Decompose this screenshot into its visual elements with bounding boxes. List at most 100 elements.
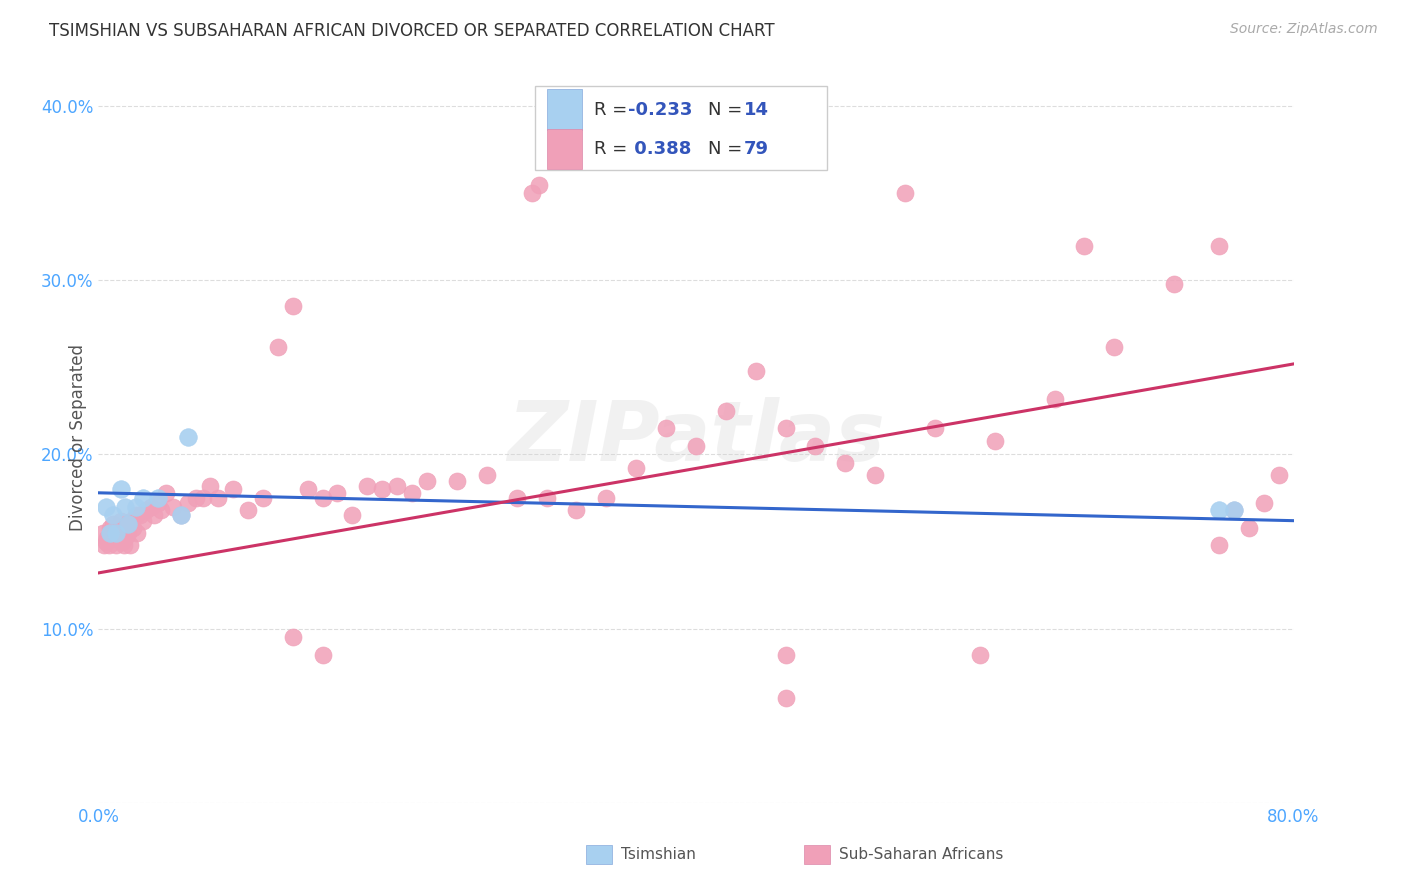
Point — [311, 491, 333, 505]
Point — [924, 421, 946, 435]
Point — [121, 521, 143, 535]
Point — [96, 531, 118, 545]
Point — [110, 514, 132, 528]
Point — [169, 508, 191, 523]
Point — [626, 461, 648, 475]
Point — [115, 517, 138, 532]
Point — [177, 496, 200, 510]
Text: N =: N = — [709, 140, 748, 158]
Point — [104, 531, 127, 545]
Point — [191, 491, 214, 505]
Point — [1104, 339, 1126, 353]
Point — [169, 508, 191, 523]
Point — [94, 534, 117, 549]
Point — [132, 491, 155, 505]
Point — [118, 538, 141, 552]
Point — [1043, 392, 1066, 406]
Text: -0.233: -0.233 — [628, 101, 692, 119]
Point — [110, 483, 132, 497]
Point — [775, 691, 797, 706]
Point — [1073, 238, 1095, 252]
Point — [520, 186, 543, 201]
Point — [356, 479, 378, 493]
Point — [385, 479, 409, 493]
Point — [162, 500, 184, 514]
Point — [267, 339, 290, 353]
Point — [129, 508, 152, 523]
Point — [655, 117, 678, 131]
Text: 14: 14 — [744, 101, 769, 119]
Point — [98, 531, 122, 545]
Point — [506, 491, 529, 505]
Point — [117, 517, 139, 532]
Point — [745, 364, 768, 378]
Point — [297, 483, 319, 497]
Point — [177, 430, 200, 444]
Bar — [547, 89, 582, 129]
Point — [834, 456, 856, 470]
Text: Tsimshian: Tsimshian — [621, 847, 696, 862]
Text: R =: R = — [595, 101, 633, 119]
Point — [1163, 277, 1185, 291]
Point — [139, 500, 162, 514]
Point — [125, 500, 148, 514]
Text: 79: 79 — [744, 140, 769, 158]
Point — [1208, 503, 1230, 517]
Point — [984, 434, 1007, 448]
Point — [94, 500, 117, 514]
Point — [401, 485, 423, 500]
Point — [685, 439, 707, 453]
Point — [127, 525, 149, 540]
Point — [105, 525, 128, 540]
Text: Sub-Saharan Africans: Sub-Saharan Africans — [839, 847, 1004, 862]
Point — [1237, 521, 1260, 535]
Point — [132, 514, 155, 528]
Point — [281, 300, 304, 314]
Point — [894, 186, 917, 201]
Point — [342, 508, 364, 523]
Point — [103, 517, 125, 532]
Point — [200, 479, 222, 493]
Point — [112, 538, 135, 552]
Point — [326, 485, 349, 500]
Point — [595, 491, 617, 505]
Point — [120, 514, 142, 528]
Point — [142, 508, 165, 523]
Text: N =: N = — [709, 101, 748, 119]
Point — [536, 491, 558, 505]
Text: 0.388: 0.388 — [628, 140, 692, 158]
Point — [155, 485, 177, 500]
Point — [91, 525, 114, 540]
Point — [105, 538, 128, 552]
Point — [111, 521, 134, 535]
Point — [281, 631, 304, 645]
Text: TSIMSHIAN VS SUBSAHARAN AFRICAN DIVORCED OR SEPARATED CORRELATION CHART: TSIMSHIAN VS SUBSAHARAN AFRICAN DIVORCED… — [49, 22, 775, 40]
Point — [714, 404, 737, 418]
Text: ZIPatlas: ZIPatlas — [508, 397, 884, 477]
Point — [135, 503, 157, 517]
Point — [371, 483, 394, 497]
Point — [107, 525, 129, 540]
Point — [475, 468, 498, 483]
Point — [150, 503, 173, 517]
Point — [98, 525, 122, 540]
Point — [969, 648, 991, 662]
Point — [117, 525, 139, 540]
Point — [148, 491, 170, 505]
Point — [1253, 496, 1275, 510]
Point — [775, 421, 797, 435]
Point — [148, 496, 170, 510]
Text: Source: ZipAtlas.com: Source: ZipAtlas.com — [1230, 22, 1378, 37]
Point — [101, 525, 124, 540]
Point — [446, 474, 468, 488]
Point — [775, 648, 797, 662]
Point — [416, 474, 439, 488]
Point — [236, 503, 259, 517]
Point — [97, 538, 120, 552]
Point — [527, 178, 550, 192]
Text: R =: R = — [595, 140, 633, 158]
Point — [252, 491, 274, 505]
Point — [655, 421, 678, 435]
Point — [98, 521, 122, 535]
Point — [1208, 538, 1230, 552]
